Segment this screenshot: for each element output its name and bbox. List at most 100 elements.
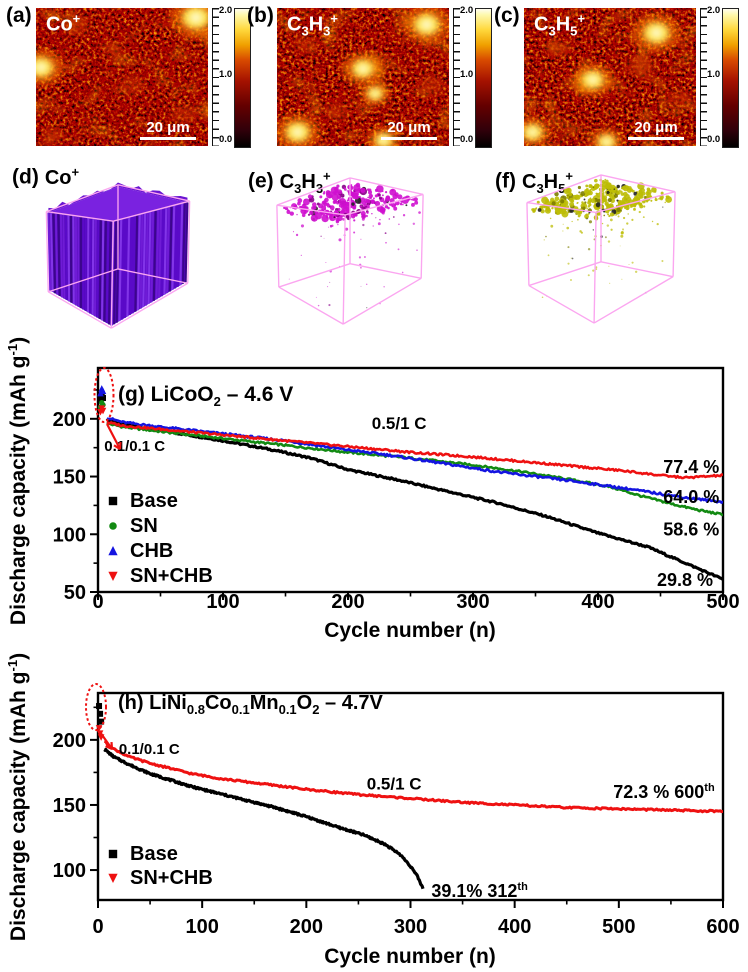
volume-streak [171,205,176,291]
cube-wireframe-edge [342,277,422,325]
ion-dot [580,231,583,234]
ion-label-a: Co+ [46,11,81,36]
ion-dot [365,205,368,208]
hotspot-peak [420,19,433,30]
volume-streak [181,203,186,284]
ion-dot [582,202,586,205]
hotspot-weak [42,126,65,144]
ion-dot [410,198,413,201]
ion-dot [546,207,551,212]
ion-dot [581,205,584,208]
ion-dot [397,248,400,251]
volume-streak [108,221,112,325]
ion-dot [594,207,597,209]
ion-dot [584,214,589,219]
heatmap-hotspots [524,13,690,146]
cube-wireframe-edge [528,284,595,324]
ion-dot [296,213,298,216]
volume-streak [69,215,73,303]
marker-square [108,849,118,859]
colorbar-tick-mid: 1.0 [219,69,233,80]
ion-dot [577,218,579,221]
volume-streak [150,211,155,303]
cube-wireframe-edge [349,177,424,196]
hotspot-peak [650,27,663,39]
ion-dot [418,211,421,214]
volume-streak [54,213,59,295]
rate-change-arrow [99,731,113,750]
colorbar-tick-mid: 1.0 [707,69,721,80]
colorbar-gradient-c [722,8,739,148]
rate-change-arrowhead [105,745,113,751]
ion-dot [641,191,646,196]
ion-dot [323,237,325,239]
ion-dot [366,188,370,191]
ion-dot [284,206,289,211]
panel-tag-e: (e) [248,169,274,193]
ion-dot [587,198,593,203]
ion-dot [601,202,604,204]
volume-streak [128,217,133,315]
ion-dot [331,194,339,201]
volume-streak [179,203,184,286]
ion-dot [643,195,647,199]
ion-dot [383,200,387,205]
ion-dot [387,206,390,210]
initial-cycles-highlight-ellipse [85,683,107,731]
ion-dot [613,188,615,190]
ion-dot [608,189,612,193]
ion-dot [619,245,621,247]
ion-dot [365,215,368,218]
ion-dot [289,211,294,216]
ion-dot [651,187,657,193]
ion-dot [615,213,617,216]
ion-dot [592,269,595,272]
volume-streak [144,212,149,306]
ion-dot [335,217,340,222]
volume-streak [47,212,52,291]
ion-dot [575,210,581,215]
ion-dot [620,231,624,234]
ion-dot [540,209,545,214]
ion-dot [401,271,404,274]
ion-dot [577,201,579,204]
ion-dot [345,227,349,231]
volume-streak [136,215,141,311]
ion-dot [586,207,589,210]
ion-dot [310,214,318,222]
ion-dot [580,191,586,197]
ion-dot [545,235,547,238]
x-tick-label: 100 [185,916,218,938]
ion-dot [661,260,664,263]
ion-dot [592,186,595,189]
ion-dot [323,202,328,207]
ion-dot [587,213,590,215]
ion-dot [338,238,342,242]
ion-dot [300,254,302,257]
ion-dot [405,204,408,207]
cube-wireframe-edge [528,261,602,287]
ion-dot [569,201,575,207]
ion-dot [316,202,320,206]
hotspot-weak [626,55,656,77]
panel-tag-f: (f) [495,169,516,193]
ion-dot [304,198,306,201]
ion-dot [575,194,581,200]
y-tick-label: 150 [53,795,86,817]
ion-dot [330,217,333,220]
volume-streak [173,205,178,289]
x-tick-label: 400 [498,916,531,938]
ion-dot [626,196,632,202]
sims-image-c: C3H5+ 20 μm [524,8,696,146]
cube-wireframe-edge [276,204,346,216]
y-tick-label: 200 [53,730,86,752]
ion-dot [565,187,572,194]
ion-dot [283,206,286,210]
hotspot-weak [171,104,197,124]
ion-dot [536,200,540,204]
colorbar-tick-max: 2.0 [219,5,233,16]
cube-wireframe-edge [420,194,424,279]
ion-dot [562,223,564,225]
ion-dot [638,189,643,194]
ion-dot [392,216,395,218]
